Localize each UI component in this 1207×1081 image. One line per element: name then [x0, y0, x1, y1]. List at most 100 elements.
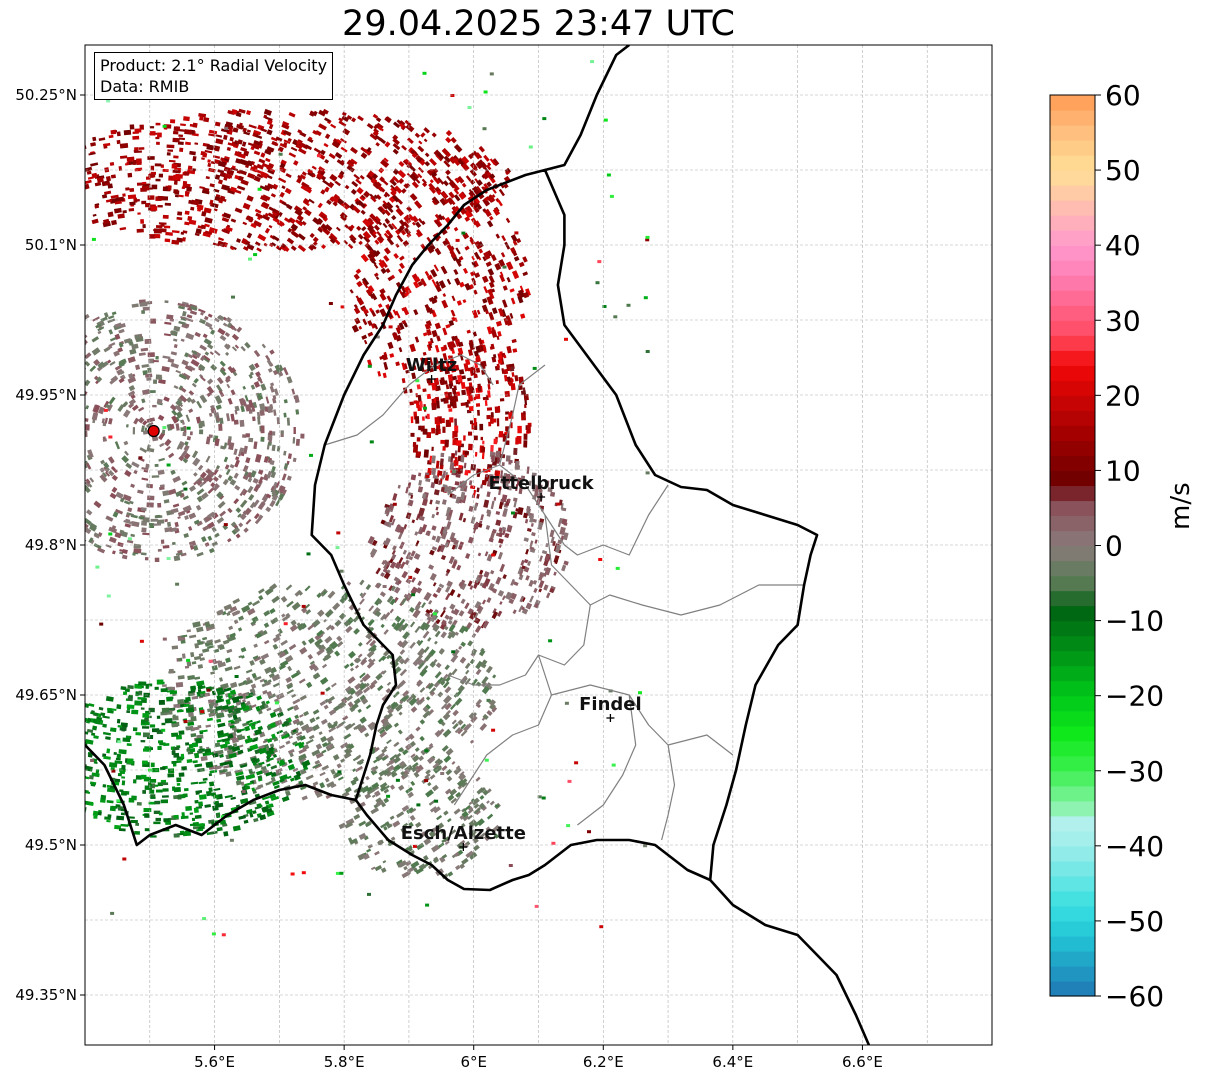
- velocity-echo-cell: [194, 753, 200, 759]
- velocity-echo-cell: [522, 512, 529, 519]
- velocity-echo-cell: [250, 384, 256, 390]
- velocity-echo-cell: [469, 658, 475, 665]
- velocity-echo-cell: [98, 706, 104, 711]
- velocity-echo-cell: [327, 590, 336, 599]
- velocity-echo-cell: [181, 186, 186, 190]
- velocity-echo-cell: [254, 675, 262, 681]
- velocity-echo-cell: [431, 382, 437, 391]
- velocity-echo-cell: [278, 651, 287, 659]
- velocity-echo-cell: [119, 789, 124, 793]
- velocity-echo-cell: [97, 406, 105, 415]
- velocity-echo-cell: [244, 737, 254, 744]
- velocity-echo-cell: [43, 363, 49, 370]
- velocity-echo-cell: [440, 631, 447, 639]
- velocity-echo-cell: [434, 219, 442, 228]
- velocity-echo-cell: [257, 725, 264, 731]
- velocity-echo-cell: [148, 523, 155, 529]
- velocity-echo-cell: [225, 657, 231, 663]
- velocity-echo-cell: [142, 790, 147, 794]
- velocity-echo-cell: [253, 164, 259, 169]
- velocity-echo-cell: [361, 673, 371, 682]
- velocity-echo-cell: [431, 446, 434, 451]
- velocity-echo-cell: [537, 521, 544, 530]
- velocity-echo-cell: [141, 726, 150, 729]
- velocity-echo-cell: [307, 653, 314, 660]
- velocity-echo-cell: [149, 724, 156, 728]
- velocity-echo-cell: [598, 558, 603, 561]
- velocity-echo-cell: [249, 688, 256, 694]
- velocity-echo-cell: [366, 217, 375, 226]
- velocity-echo-cell: [424, 653, 433, 662]
- velocity-echo-cell: [460, 402, 466, 407]
- velocity-echo-cell: [141, 477, 149, 481]
- velocity-echo-cell: [324, 117, 331, 123]
- velocity-echo-cell: [397, 199, 403, 205]
- velocity-echo-cell: [376, 231, 382, 237]
- velocity-echo-cell: [424, 773, 431, 779]
- velocity-echo-cell: [344, 821, 354, 829]
- velocity-echo-cell: [85, 462, 92, 470]
- velocity-echo-cell: [425, 769, 431, 775]
- velocity-echo-cell: [315, 716, 320, 721]
- velocity-echo-cell: [401, 804, 410, 812]
- velocity-echo-cell: [465, 553, 471, 559]
- velocity-echo-cell: [134, 364, 141, 370]
- velocity-echo-cell: [149, 234, 156, 239]
- velocity-echo-cell: [499, 271, 504, 277]
- velocity-echo-cell: [437, 842, 445, 849]
- velocity-echo-cell: [61, 424, 65, 431]
- velocity-echo-cell: [190, 398, 196, 404]
- velocity-echo-cell: [506, 345, 512, 354]
- velocity-echo-cell: [432, 474, 439, 479]
- velocity-echo-cell: [475, 153, 482, 160]
- velocity-echo-cell: [553, 571, 557, 576]
- velocity-echo-cell: [49, 379, 55, 385]
- velocity-echo-cell: [85, 509, 93, 516]
- velocity-echo-cell: [563, 522, 568, 526]
- velocity-echo-cell: [309, 717, 316, 724]
- velocity-echo-cell: [240, 179, 249, 186]
- velocity-echo-cell: [433, 489, 440, 496]
- velocity-echo-cell: [425, 307, 432, 314]
- velocity-echo-cell: [271, 673, 281, 682]
- velocity-echo-cell: [435, 460, 440, 469]
- velocity-echo-cell: [381, 353, 388, 361]
- velocity-echo-cell: [505, 217, 511, 224]
- velocity-echo-cell: [422, 351, 427, 356]
- velocity-echo-cell: [414, 764, 424, 774]
- velocity-echo-cell: [386, 237, 395, 246]
- velocity-echo-cell: [395, 243, 400, 248]
- velocity-echo-cell: [142, 389, 151, 396]
- velocity-echo-cell: [400, 639, 409, 649]
- velocity-echo-cell: [486, 250, 493, 257]
- velocity-echo-cell: [192, 457, 201, 467]
- velocity-echo-cell: [445, 384, 450, 390]
- velocity-echo-cell: [343, 239, 349, 245]
- velocity-echo-cell: [499, 601, 503, 605]
- velocity-echo-cell: [347, 676, 356, 685]
- velocity-echo-cell: [124, 500, 131, 505]
- velocity-echo-cell: [478, 145, 485, 153]
- colorbar-segment: [1050, 740, 1095, 757]
- velocity-echo-cell: [409, 641, 416, 649]
- velocity-echo-cell: [360, 658, 368, 666]
- velocity-echo-cell: [250, 724, 256, 730]
- velocity-echo-cell: [417, 526, 424, 535]
- velocity-echo-cell: [460, 454, 465, 463]
- velocity-echo-cell: [238, 815, 246, 820]
- velocity-echo-cell: [513, 447, 518, 456]
- velocity-echo-cell: [476, 185, 483, 193]
- velocity-echo-cell: [110, 129, 117, 135]
- velocity-echo-cell: [470, 464, 477, 471]
- velocity-echo-cell: [392, 134, 399, 141]
- colorbar-segment: [1050, 965, 1095, 982]
- velocity-echo-cell: [522, 256, 528, 263]
- velocity-echo-cell: [188, 690, 196, 694]
- velocity-echo-cell: [241, 604, 251, 613]
- velocity-echo-cell: [233, 527, 241, 534]
- velocity-echo-cell: [440, 829, 446, 834]
- velocity-echo-cell: [415, 379, 420, 383]
- velocity-echo-cell: [391, 214, 397, 221]
- velocity-echo-cell: [385, 510, 390, 517]
